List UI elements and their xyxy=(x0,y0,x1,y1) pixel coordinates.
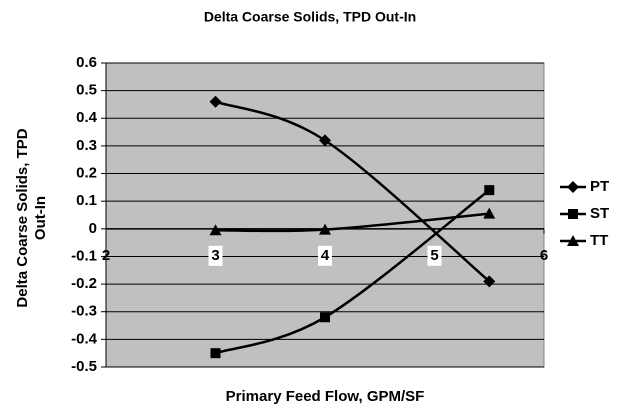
y-tick-label: -0.2 xyxy=(71,275,97,292)
x-tick-label: 2 xyxy=(102,247,110,264)
y-tick-label: 0.1 xyxy=(76,192,97,209)
y-tick-label: 0.6 xyxy=(76,54,97,71)
marker xyxy=(484,185,495,196)
y-tick-label: 0.2 xyxy=(76,165,97,182)
x-tick-label: 4 xyxy=(321,247,330,264)
marker xyxy=(319,223,331,235)
x-tick-label: 3 xyxy=(211,247,219,264)
y-axis-label: Delta Coarse Solids, TPD Out-In xyxy=(14,128,49,308)
series-line xyxy=(215,100,491,283)
legend-label: ST xyxy=(590,205,609,222)
x-tick-label-bg xyxy=(318,245,332,266)
legend-label: PT xyxy=(590,178,609,195)
x-tick-label-bg xyxy=(208,245,223,266)
y-tick-label: 0.5 xyxy=(76,82,97,99)
y-tick-label: 0.4 xyxy=(76,109,98,126)
y-tick-label: -0.4 xyxy=(71,330,98,347)
legend-marker xyxy=(568,209,578,219)
marker xyxy=(319,134,331,147)
marker xyxy=(210,348,221,359)
y-tick-label: 0 xyxy=(89,220,97,237)
marker xyxy=(209,95,222,108)
y-tick-label: -0.5 xyxy=(71,358,97,375)
y-tick-label: 0.3 xyxy=(76,137,97,154)
marker xyxy=(483,275,496,288)
x-axis-label: Primary Feed Flow, GPM/SF xyxy=(226,388,425,405)
y-tick-label: -0.1 xyxy=(71,247,97,264)
marker xyxy=(483,207,496,219)
legend-marker xyxy=(567,181,579,193)
x-tick-label: 5 xyxy=(430,247,438,264)
x-tick-label: 6 xyxy=(540,247,548,264)
x-tick-label-bg xyxy=(427,245,442,266)
y-tick-label: -0.3 xyxy=(71,303,97,320)
legend-marker xyxy=(567,235,579,246)
legend-label: TT xyxy=(590,232,608,249)
marker xyxy=(320,312,330,323)
chart-title: Delta Coarse Solids, TPD Out-In xyxy=(204,9,416,25)
marker xyxy=(209,224,222,236)
